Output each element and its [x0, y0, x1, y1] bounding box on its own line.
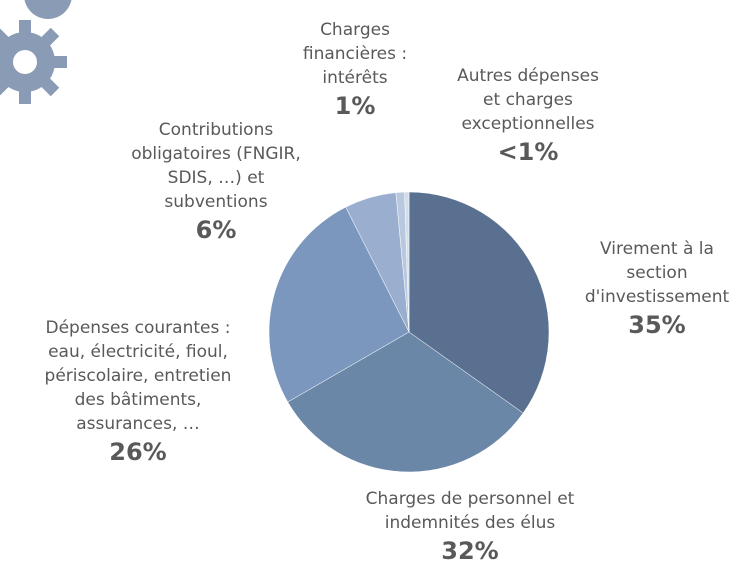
value-label: 32%: [441, 537, 499, 565]
slice-label: Contributions obligatoires (FNGIR, SDIS,…: [131, 118, 301, 246]
pie-slice: [404, 191, 410, 333]
slice-label: Charges de personnel et indemnités des é…: [366, 487, 575, 567]
pie-slice: [408, 191, 550, 414]
value-label: 35%: [628, 311, 686, 339]
category-label: Charges de personnel et indemnités des é…: [365, 489, 575, 533]
category-label: Virement à la section d'investissement: [584, 239, 730, 307]
value-label: 6%: [195, 216, 237, 244]
pie-slice: [287, 331, 524, 473]
slice-label: Virement à la section d'investissement 35…: [585, 237, 729, 341]
category-label: Autres dépenses et charges exceptionnell…: [457, 66, 599, 134]
value-label: <1%: [497, 138, 559, 166]
gear-icon: [0, 0, 72, 104]
category-label: Charges financières : intérêts: [302, 20, 408, 88]
pie-slice: [268, 206, 410, 403]
value-label: 26%: [109, 438, 167, 466]
value-label: 1%: [334, 92, 376, 120]
category-label: Contributions obligatoires (FNGIR, SDIS,…: [131, 120, 301, 212]
slice-label: Dépenses courantes : eau, électricité, f…: [45, 316, 232, 468]
category-label: Dépenses courantes : eau, électricité, f…: [44, 318, 232, 434]
slice-label: Charges financières : intérêts 1%: [303, 18, 407, 122]
slice-label: Autres dépenses et charges exceptionnell…: [457, 64, 599, 168]
